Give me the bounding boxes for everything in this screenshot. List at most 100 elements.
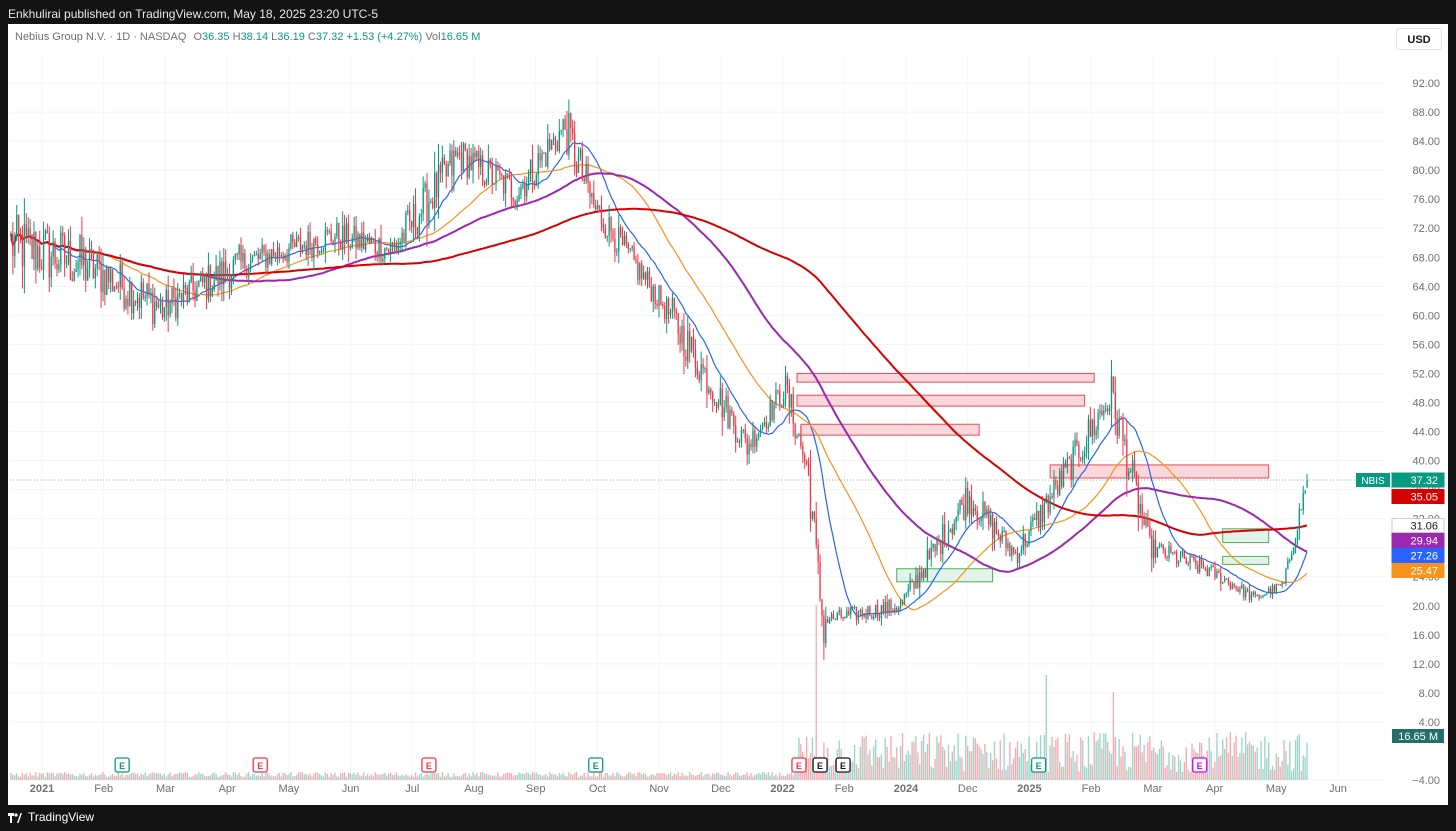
volume-bar [970,751,973,780]
candle-body [1283,582,1285,584]
candle-body [410,220,413,228]
candle-body [662,304,664,306]
price-chart[interactable]: E E E E E E E E E 92.00 88.00 84.00 80.00 76.00 72.00… [8,24,1448,805]
volume-bar [476,772,478,780]
volume-bar [123,776,125,780]
candle-body [1220,572,1222,584]
candle-body [759,428,762,434]
volume-bar [1220,755,1222,780]
candle-body [1298,509,1301,531]
volume-bar [769,775,771,780]
candle-body [627,243,629,249]
volume-bar [1273,769,1276,780]
volume-bar [863,737,865,780]
volume-bar [265,772,267,780]
volume-bar [644,774,647,780]
volume-bar [138,776,141,780]
candle-body [501,174,503,176]
volume-bar [1283,740,1285,780]
candle-body [299,237,302,252]
candle-body [919,572,921,588]
candle-body [253,254,256,257]
candle-body [733,413,735,427]
candle-body [111,269,114,292]
candle-body [1141,503,1143,519]
volume-bar [196,774,198,780]
earnings-marker-letter: E [1197,761,1203,771]
volume-bar [1223,749,1226,780]
currency-button[interactable]: USD [1396,28,1442,50]
volume-bar [332,775,334,780]
candle-body [679,333,681,344]
candle-body [301,246,304,252]
candle-body [859,609,861,613]
volume-bar [232,772,235,780]
candle-body [782,398,785,407]
volume-bar [412,776,415,780]
candle-body [62,232,64,237]
candle-body [1137,482,1139,514]
volume-bar [1289,741,1291,780]
volume-bar [967,745,969,780]
volume-bar [572,775,574,780]
volume-bar [1091,765,1093,780]
candle-body [395,244,398,251]
volume-bar [535,772,537,780]
volume-bar [244,776,246,780]
volume-bar [531,772,534,780]
y-tick-label: 80.00 [1412,165,1440,177]
volume-bar [982,754,984,780]
moving-averages [10,142,1308,618]
volume-bar [650,774,653,780]
volume-bar [10,772,12,780]
supply-zone [796,394,1086,407]
volume-bar [132,772,135,780]
candle-body [928,550,931,559]
volume-bar [917,752,919,780]
volume-bar [585,776,587,780]
volume-bar [175,773,177,780]
candle-body [1269,588,1272,595]
candle-body [775,390,777,405]
volume-bar [723,775,725,780]
candle-body [786,375,789,386]
candle-body [393,244,396,247]
candle-body [1101,410,1103,415]
candle-body [911,580,913,582]
candle-body [851,607,854,609]
volume-bar [1022,752,1024,780]
candle-body [196,285,198,302]
candle-body [1014,552,1017,554]
candle-body [1175,552,1178,564]
candle-body [913,581,915,589]
candle-body [29,228,31,235]
volume-bar [566,776,568,780]
candle-body [282,255,284,259]
candle-body [263,245,265,252]
candle-body [447,163,449,177]
symbol-tag [1356,473,1390,488]
chart-area[interactable]: E E E E E E E E E 92.00 88.00 84.00 80.00 76.00 72.00… [8,24,1448,805]
candle-body [1258,594,1260,599]
candle-body [307,231,309,256]
volume-bar [422,776,424,780]
candle-body [1273,585,1276,592]
volume-bar [857,768,860,780]
candle-body [261,245,263,254]
volume-bar [441,772,444,780]
x-tick-label: Dec [958,783,978,795]
volume-bar [623,776,626,780]
candle-body [1174,552,1176,554]
candle-body [424,183,426,188]
volume-bar [320,775,323,780]
candle-body [1206,568,1209,577]
volume-bar [359,775,361,780]
candle-body [334,236,336,245]
candle-body [65,263,68,265]
volume-bar [556,776,559,780]
candle-body [1181,551,1184,556]
candle-body [602,224,605,228]
volume-bar [294,775,296,780]
volume-bar [248,772,250,780]
candle-body [1078,444,1080,459]
